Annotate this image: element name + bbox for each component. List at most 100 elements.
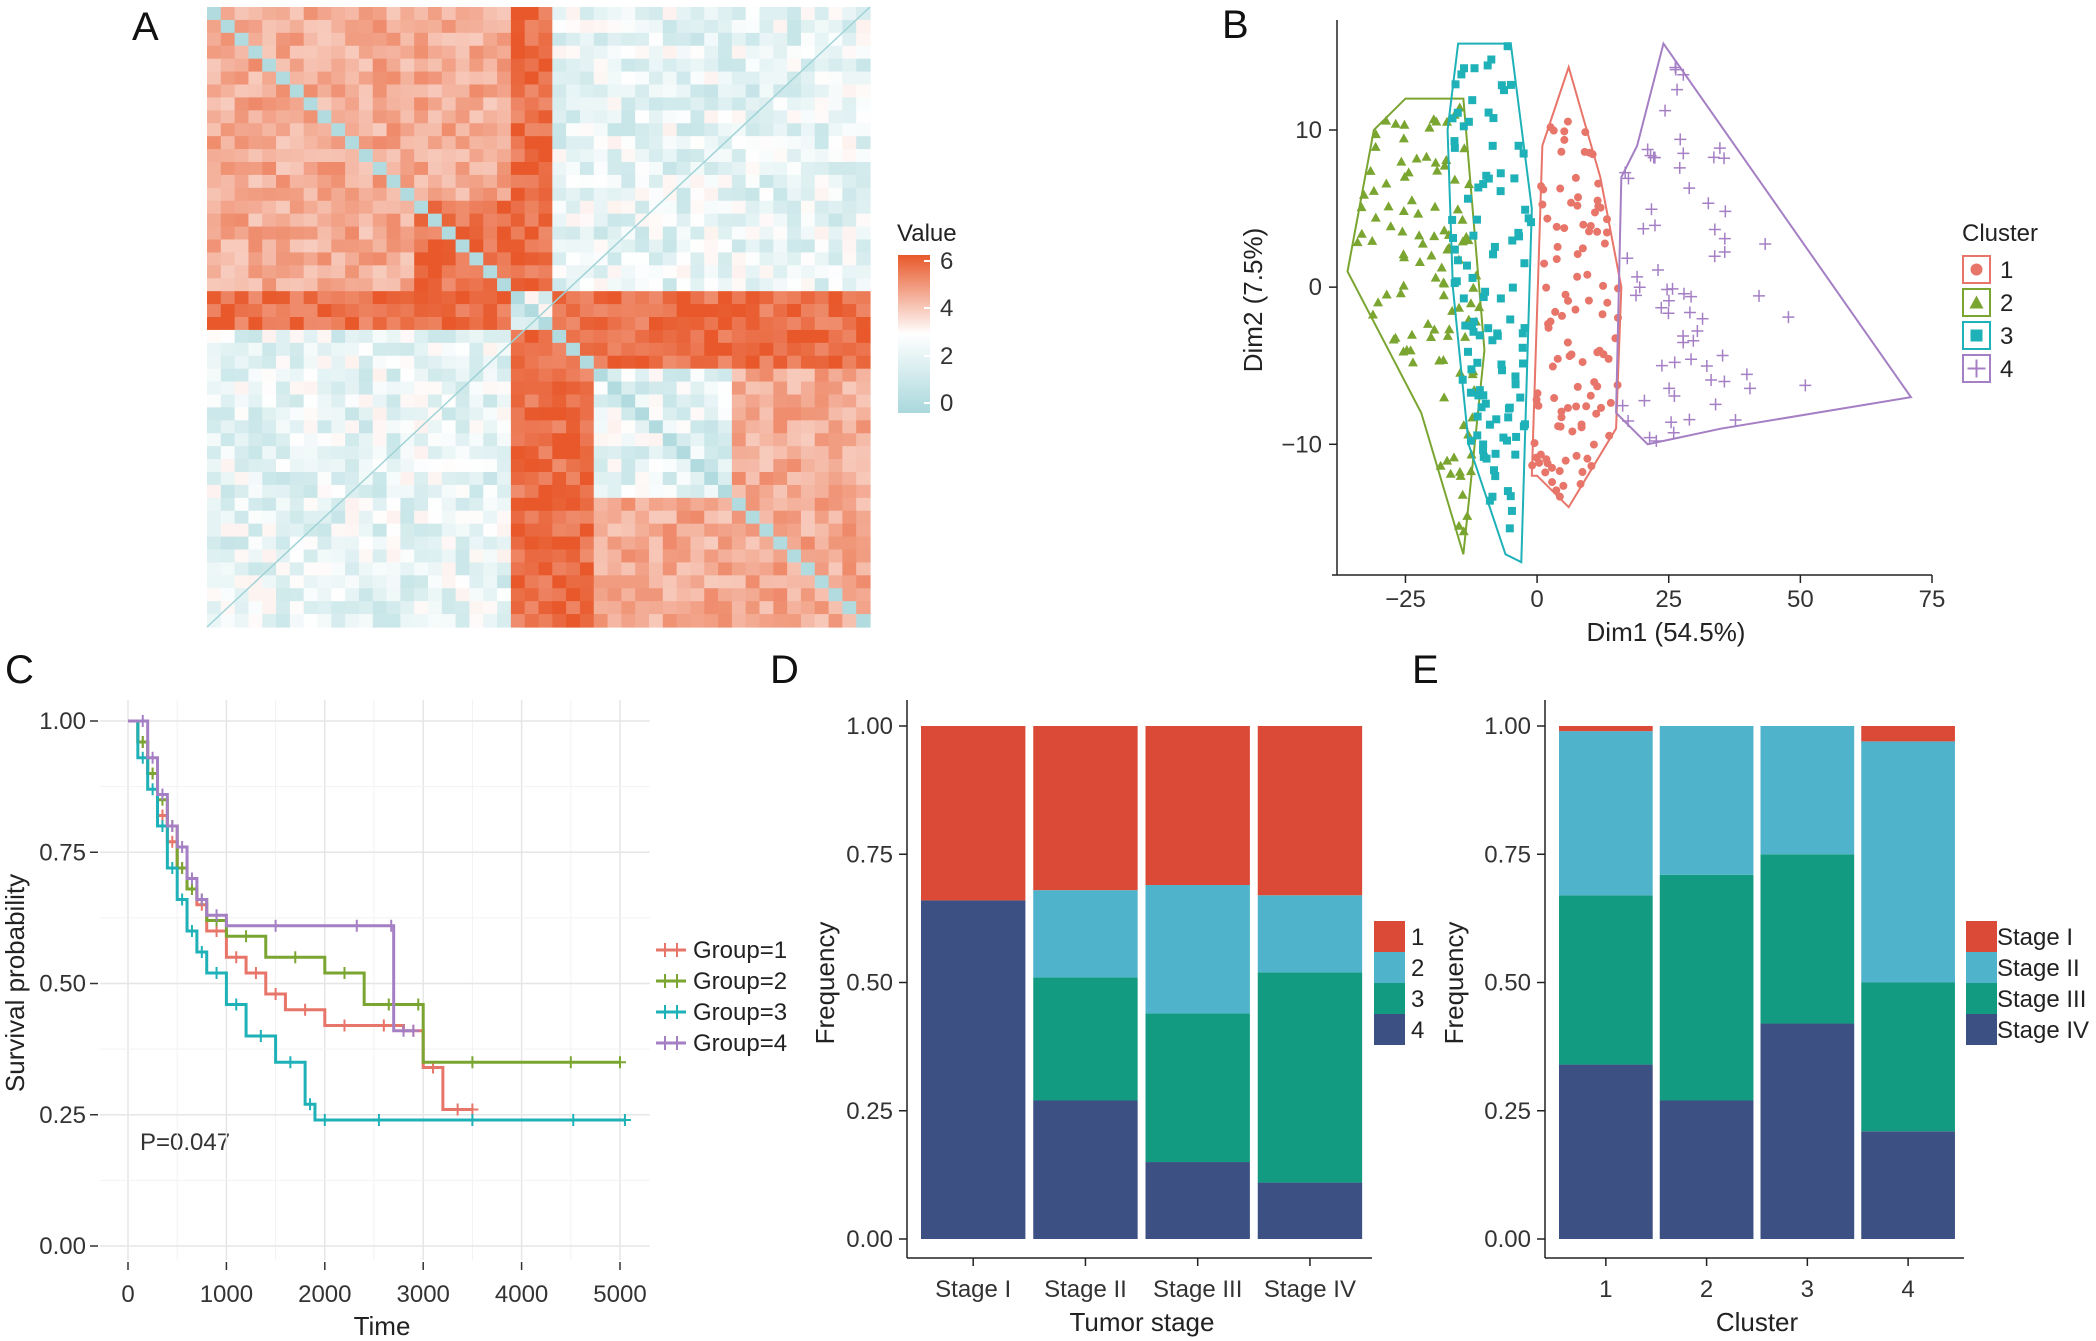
heatmap-cell: [552, 304, 567, 318]
heatmap-cell: [524, 497, 540, 512]
heatmap-cell: [207, 368, 222, 383]
cluster-4-point: [1677, 147, 1690, 160]
heatmap-cell: [773, 123, 788, 137]
heatmap-cell: [441, 588, 457, 602]
heatmap-cell: [773, 174, 788, 189]
heatmap-cell: [607, 123, 622, 137]
heatmap-cell: [621, 136, 636, 150]
heatmap-cell: [469, 291, 484, 305]
heatmap-cell: [455, 213, 471, 228]
heatmap-cell: [317, 523, 332, 538]
heatmap-cell: [718, 588, 733, 602]
heatmap-cell: [483, 407, 498, 421]
heatmap-cell: [428, 58, 443, 73]
heatmap-cell: [828, 407, 843, 421]
heatmap-cell: [400, 407, 415, 421]
heatmap-cell: [538, 523, 553, 538]
heatmap-cell: [635, 407, 650, 421]
heatmap-cell: [289, 213, 305, 228]
heatmap-cell: [607, 329, 622, 344]
heatmap-cell: [842, 162, 857, 176]
cluster-4-point: [1691, 325, 1704, 338]
heatmap-cell: [579, 71, 595, 86]
heatmap-cell: [510, 252, 526, 266]
heatmap-cell: [276, 575, 291, 589]
heatmap-cell: [566, 588, 581, 602]
heatmap-cell: [331, 45, 346, 60]
heatmap-cell: [731, 110, 747, 124]
heatmap-cell: [566, 304, 581, 318]
heatmap-cell: [510, 459, 526, 473]
heatmap-cell: [842, 484, 857, 499]
legend-label: 1: [1411, 924, 1424, 951]
cluster-3-point: [1497, 360, 1506, 369]
heatmap-cell: [428, 97, 443, 111]
heatmap-cell: [317, 536, 332, 551]
heatmap-cell: [248, 510, 263, 525]
bar-segment: [1659, 1100, 1754, 1239]
heatmap-cell: [814, 304, 830, 318]
heatmap-cell: [207, 7, 222, 21]
heatmap-cell: [345, 329, 360, 344]
heatmap-cell: [372, 523, 388, 538]
heatmap-cell: [856, 614, 871, 628]
heatmap-cell: [497, 32, 512, 47]
heatmap-cell: [814, 549, 830, 564]
heatmap-cell: [552, 368, 567, 383]
heatmap-cell: [566, 123, 581, 137]
heatmap-cell: [524, 278, 540, 292]
heatmap-cell: [621, 394, 636, 409]
heatmap-cell: [566, 355, 581, 370]
heatmap-cell: [538, 394, 553, 409]
heatmap-cell: [745, 58, 761, 73]
heatmap-cell: [704, 174, 719, 189]
heatmap-cell: [676, 329, 692, 344]
heatmap-cell: [262, 433, 277, 447]
heatmap-cell: [469, 394, 484, 409]
cluster-2-point: [1399, 252, 1410, 262]
cluster-4-point: [1616, 399, 1629, 412]
cluster-2-point: [1441, 116, 1452, 126]
heatmap-cell: [759, 329, 774, 344]
cluster-2-point: [1468, 282, 1479, 292]
panel-b-xtick-label: 75: [1919, 586, 1946, 613]
heatmap-cell: [428, 368, 443, 383]
heatmap-cell: [207, 265, 222, 279]
cluster-2-point: [1444, 324, 1455, 334]
heatmap-cell: [856, 123, 871, 137]
heatmap-cell: [428, 32, 443, 47]
heatmap-cell: [593, 200, 609, 215]
heatmap-cell: [538, 484, 553, 499]
heatmap-cell: [593, 7, 609, 21]
heatmap-cell: [759, 355, 774, 370]
heatmap-cell: [372, 420, 388, 434]
heatmap-cell: [234, 187, 250, 202]
heatmap-cell: [483, 123, 498, 137]
cluster-1-point: [1574, 193, 1583, 202]
heatmap-cell: [566, 213, 581, 228]
heatmap-cell: [276, 187, 291, 202]
heatmap-cell: [483, 226, 498, 241]
heatmap-cell: [828, 123, 843, 137]
heatmap-cell: [676, 355, 692, 370]
heatmap-cell: [469, 601, 484, 615]
heatmap-cell: [441, 304, 457, 318]
heatmap-cell: [289, 84, 305, 99]
heatmap-cell: [207, 213, 222, 228]
heatmap-cell: [856, 355, 871, 370]
heatmap-cell: [842, 200, 857, 215]
heatmap-cell: [731, 459, 747, 473]
heatmap-cell: [317, 614, 332, 628]
heatmap-cell: [262, 317, 277, 331]
panel-c-ytick-label: 0.50: [39, 971, 86, 998]
heatmap-cell: [510, 549, 526, 564]
heatmap-cell: [276, 601, 291, 615]
heatmap-cell: [345, 420, 360, 434]
heatmap-cell: [441, 291, 457, 305]
legend-tick-label: 6: [940, 248, 953, 275]
heatmap-cell: [842, 97, 857, 111]
heatmap-cell: [814, 420, 830, 434]
heatmap-cell: [676, 84, 692, 99]
heatmap-cell: [497, 7, 512, 21]
heatmap-cell: [759, 614, 774, 628]
